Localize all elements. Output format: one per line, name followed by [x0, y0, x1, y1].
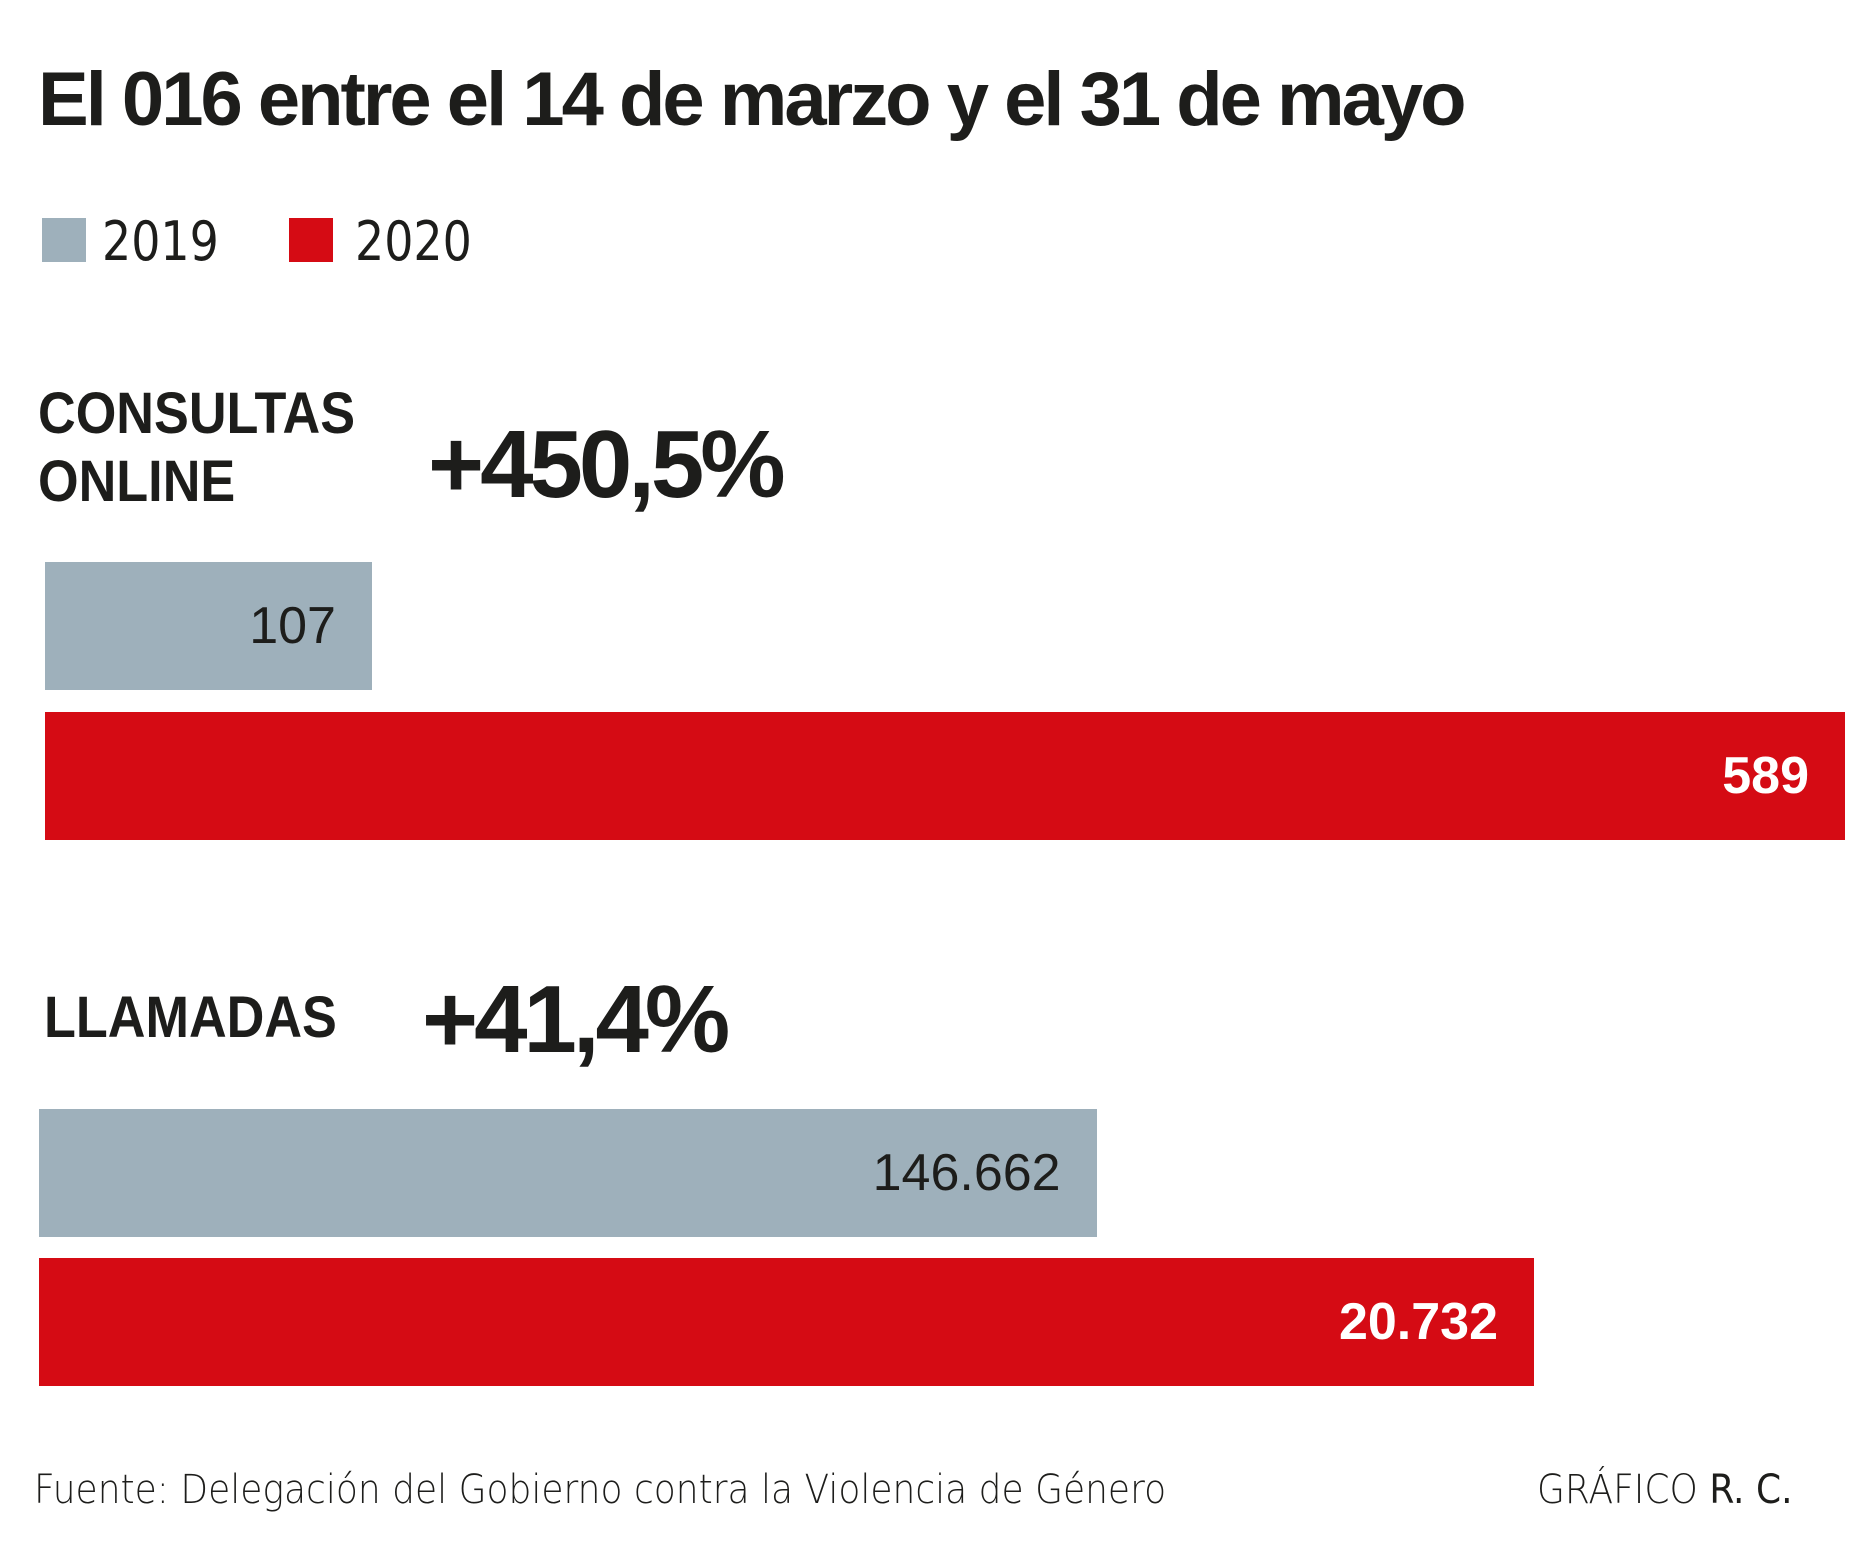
bar-consultas-2020: 589 [45, 712, 1845, 840]
bar-consultas-2019: 107 [45, 562, 372, 690]
bar-value-label: 146.662 [872, 1144, 1061, 1202]
bar-llamadas-2019: 146.662 [39, 1109, 1097, 1237]
source-note: Fuente: Delegación del Gobierno contra l… [34, 1467, 1167, 1513]
legend-swatch-2019 [42, 218, 86, 262]
bar-value-label: 589 [1722, 747, 1809, 805]
group-label-line: CONSULTAS [38, 381, 356, 446]
group-label-consultas: CONSULTAS ONLINE [38, 380, 355, 516]
legend-swatch-2020 [289, 218, 333, 262]
bar-llamadas-2020: 20.732 [39, 1258, 1534, 1386]
change-consultas: +450,5% [428, 411, 786, 518]
credit: GRÁFICO R. C. [1537, 1467, 1793, 1513]
group-label-line: ONLINE [38, 449, 236, 514]
legend-label-2020: 2020 [355, 210, 472, 273]
credit-prefix: GRÁFICO [1537, 1467, 1698, 1513]
chart-title: El 016 entre el 14 de marzo y el 31 de m… [38, 57, 1467, 142]
group-label-llamadas: LLAMADAS [44, 985, 337, 1050]
bar-value-label: 107 [249, 597, 336, 655]
change-llamadas: +41,4% [422, 966, 730, 1073]
bar-value-label: 20.732 [1338, 1293, 1498, 1351]
credit-name: R. C. [1709, 1467, 1793, 1513]
legend-label-2019: 2019 [102, 210, 219, 273]
